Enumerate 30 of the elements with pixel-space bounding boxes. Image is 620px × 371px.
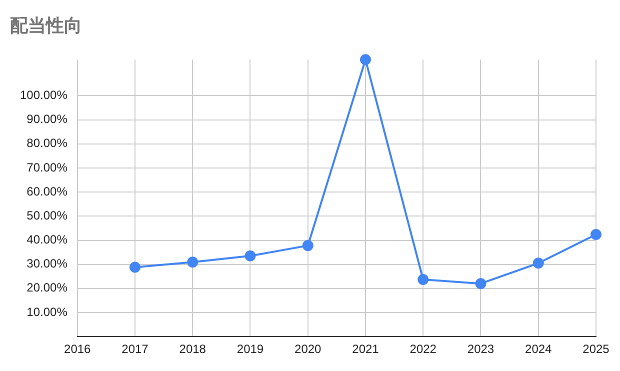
y-tick-label: 10.00% [26,304,68,319]
x-tick-label: 2023 [467,342,494,356]
point [187,256,198,268]
y-tick-label: 90.00% [26,112,68,126]
y-tick-label: 60.00% [26,184,68,198]
y-tick-label: 40.00% [26,232,68,247]
y-tick-label: 70.00% [26,160,68,174]
point [475,278,486,290]
y-tick-label: 50.00% [26,208,68,222]
x-tick-label: 2019 [236,342,264,356]
point [302,240,314,252]
y-tick-label: 80.00% [26,136,68,150]
point [590,228,602,240]
point [532,258,544,269]
chart-title: 配当性向 [10,15,82,36]
x-tick-label: 2017 [122,342,149,356]
x-tick-label: 2016 [64,342,92,356]
x-tick-label: 2025 [582,342,610,356]
point [360,54,371,66]
y-tick-label: 20.00% [26,280,68,295]
point [418,274,429,286]
x-tick-label: 2022 [410,342,437,356]
y-tick-label: 100.00% [20,88,68,102]
x-tick-label: 2021 [352,342,380,356]
x-tick-label: 2020 [294,342,322,356]
point [244,250,256,262]
x-tick-label: 2024 [525,342,552,356]
point [130,262,140,273]
y-tick-label: 30.00% [26,256,68,271]
x-tick-label: 2018 [179,342,206,356]
